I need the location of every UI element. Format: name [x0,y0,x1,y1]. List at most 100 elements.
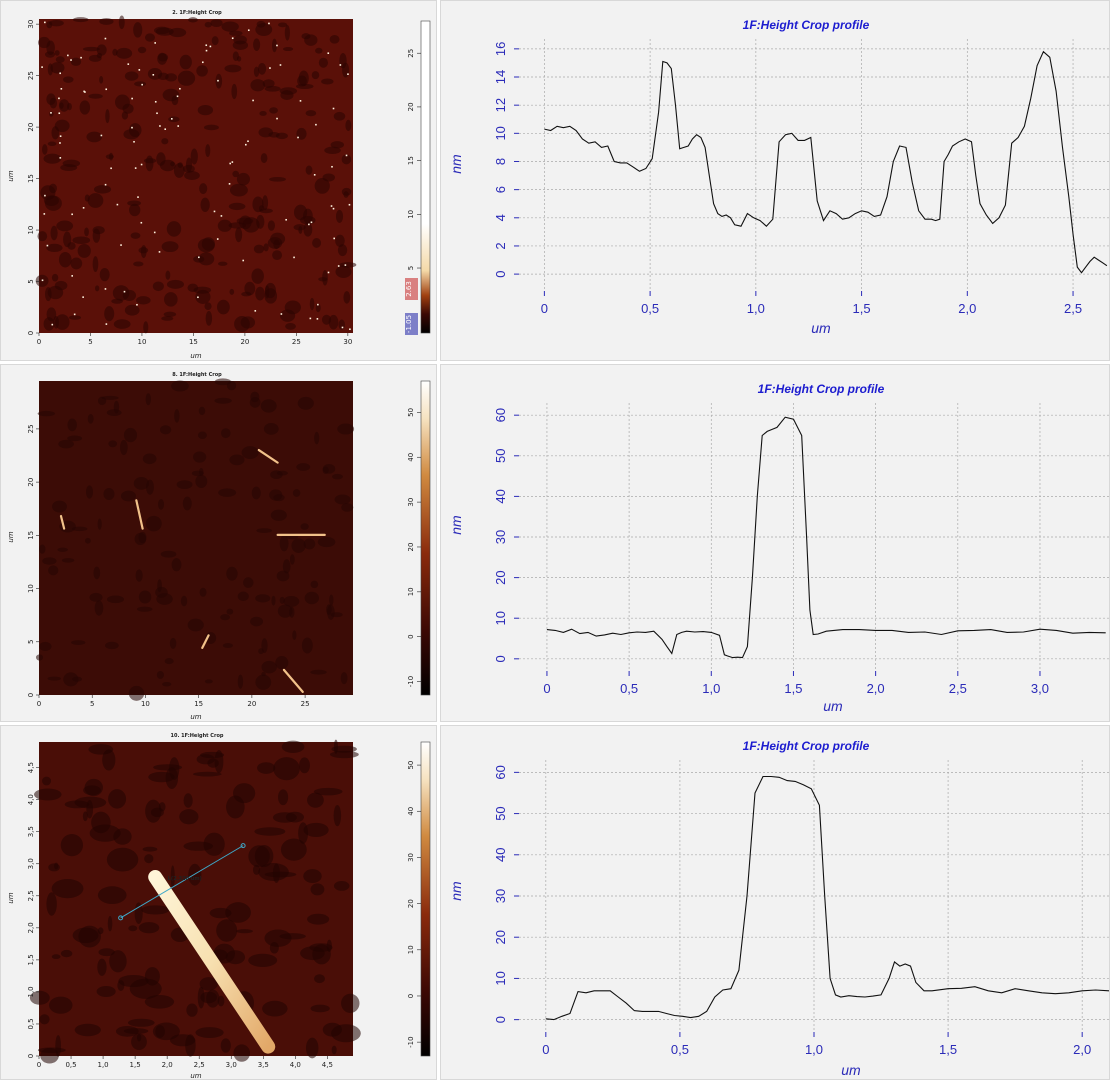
colorbar-tick-label: 25 [407,49,415,58]
surface-depression [318,57,328,68]
surface-depression [226,608,234,615]
surface-depression [97,518,102,530]
surface-depression [49,996,73,1014]
afm-map-2-svg: 8. 1F:Height Crop 0 5 10 15 20 25 0510152025 … [7,372,438,721]
surface-depression [262,1000,288,1017]
y-tick-label: 10 [493,126,508,140]
surface-depression [211,36,219,46]
surface-depression [343,191,349,198]
y-axis: 0 0,5 1,0 1,5 2,0 2,5 3,0 3,5 4,0 4,5 [27,762,39,1058]
surface-depression [263,423,279,435]
surface-particle [331,165,333,168]
surface-depression [129,123,142,138]
surface-particle [105,323,108,325]
afm-map-title: 2. 1F:Height Crop [172,10,222,16]
surface-particle [332,107,335,110]
surface-depression [328,314,339,330]
chart-title: 1F:Height Crop profile [743,739,870,753]
surface-particle [154,42,156,44]
surface-depression [255,594,271,603]
surface-particle [252,99,254,102]
y-tick-label: 20 [493,930,508,944]
surface-depression [214,378,232,386]
afm-height-image[interactable] [39,381,353,695]
surface-depression [264,285,270,299]
surface-particle [60,87,63,90]
surface-depression [70,257,83,270]
surface-depression [127,1018,155,1027]
surface-depression [103,488,115,501]
surface-depression [250,391,260,403]
surface-depression [252,864,261,875]
afm-map-3-svg: 10. 1F:Height Crop L(2,320 um) 0 0,5 1,0 1,… [7,733,438,1080]
surface-depression [197,104,214,116]
surface-particle [71,275,73,277]
y-axis-label: nm [448,515,464,535]
surface-depression [191,470,204,477]
surface-depression [177,70,196,86]
surface-depression [205,144,211,158]
surface-depression [179,54,192,70]
surface-depression [237,674,244,689]
surface-depression [209,907,232,919]
surface-depression [94,600,104,616]
profile-line[interactable] [120,845,244,919]
surface-depression [242,217,260,233]
y-tick-label: 10 [493,971,508,985]
surface-depression [197,431,207,440]
surface-depression [67,435,83,442]
profile-line-handle[interactable] [118,915,124,921]
surface-depression [299,757,310,774]
surface-particle [213,210,216,213]
nanowire [148,870,276,1054]
surface-depression [345,119,352,132]
surface-depression [329,750,359,759]
surface-particle [285,218,287,221]
surface-depression [264,85,281,92]
surface-depression [161,316,174,321]
x-axis: 0 0,5 1,0 1,5 2,0 2,5 3,0 3,5 4,0 4,5 [37,1056,333,1069]
surface-depression [342,62,350,78]
x-tick-label: 5 [90,700,94,708]
x-tick-label: 30 [343,338,352,346]
surface-depression [85,537,91,544]
surface-depression [37,1047,66,1053]
surface-depression [333,111,346,121]
profile-line-handle[interactable] [240,843,246,849]
surface-depression [135,569,143,582]
surface-depression [337,244,348,257]
y-axis-label: um [7,892,15,903]
surface-depression [255,286,265,301]
y-tick-label: 0 [493,270,508,277]
y-axis-label: nm [448,154,464,174]
surface-depression [213,943,235,964]
surface-depression [179,809,199,825]
x-tick-label: 4,5 [322,1061,333,1069]
afm-map-panel-2: 8. 1F:Height Crop 0 5 10 15 20 25 0 5 10 15 20 25 … [0,364,438,722]
surface-particle [73,313,76,316]
surface-depression [331,1045,337,1055]
surface-depression [333,805,342,827]
surface-depression [309,943,333,952]
surface-depression [123,427,138,443]
surface-depression [43,153,62,164]
x-tick-label: 0,5 [620,681,638,696]
surface-depression [37,231,48,242]
surface-particle [158,251,161,253]
surface-depression [257,762,276,774]
surface-depression [271,595,276,606]
surface-depression [187,618,204,632]
surface-depression [170,865,175,889]
surface-depression [183,793,193,808]
x-tick-label: 1,5 [130,1061,141,1069]
surface-depression [264,929,292,947]
surface-depression [273,239,280,250]
surface-depression [341,503,354,512]
y-tick-label: 4,5 [27,762,35,773]
surface-depression [86,800,94,819]
surface-depression [312,238,322,248]
surface-depression [205,311,213,326]
surface-depression [155,1025,165,1038]
surface-depression [141,905,170,915]
surface-depression [276,570,290,582]
